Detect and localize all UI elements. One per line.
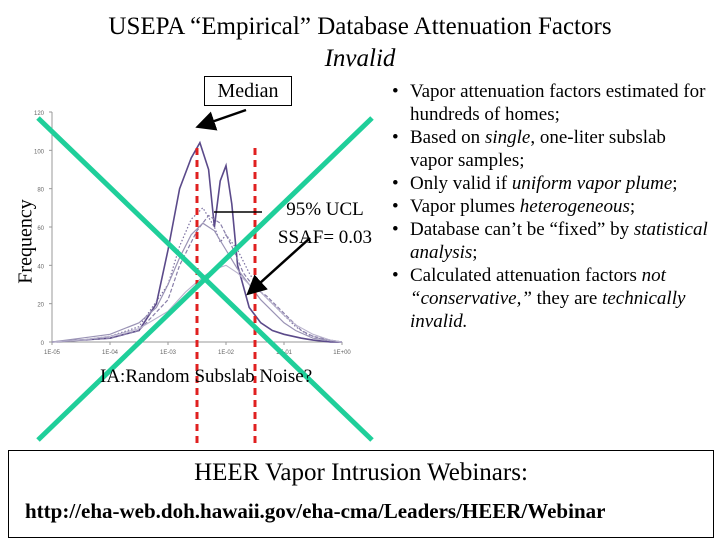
bullet-text: statistical analysis (410, 219, 708, 263)
bullet-text: ; (472, 242, 478, 263)
median-label: Median (204, 76, 292, 106)
bullet-text: , one-liter subslab vapor samples; (410, 127, 666, 171)
series-line-solid-gray (51, 222, 343, 343)
bullet-text: uniform vapor plume (511, 173, 673, 194)
bullet-text: ; (672, 173, 678, 194)
ucl-line-1: 95% UCL (286, 199, 364, 220)
bullet-item: Only valid if uniform vapor plume; (392, 172, 712, 195)
bullet-text: ; (629, 196, 636, 217)
bullet-item: Vapor plumes heterogeneous; (392, 195, 712, 218)
y-tick-label: 60 (37, 226, 44, 232)
ia-noise-label: IA:Random Subslab Noise? (100, 366, 313, 387)
bullet-text: Only valid if (410, 173, 512, 194)
y-axis-label: Frequency (14, 199, 37, 284)
footer-url: http://eha-web.doh.hawaii.gov/eha-cma/Le… (25, 499, 606, 523)
median-arrow (195, 108, 247, 131)
slide-title: USEPA “Empirical” Database Attenuation F… (108, 13, 612, 40)
y-tick-label: 40 (37, 264, 44, 270)
series-line-solid-light (51, 264, 343, 343)
bullet-item: Vapor attenuation factors estimated for … (392, 80, 712, 126)
bullet-text: they are (531, 288, 603, 309)
x-tick-label: 1E-02 (218, 350, 235, 356)
y-tick-label: 100 (34, 149, 45, 155)
bullet-text: Calculated attenuation factors (410, 265, 642, 286)
bullet-text: Based on (410, 127, 485, 148)
bullet-item: Database can’t be “fixed” by statistical… (392, 218, 712, 264)
bullet-text: single (484, 127, 531, 148)
x-tick-label: 1E-04 (102, 350, 119, 356)
x-tick-label: 1E+00 (333, 350, 351, 356)
bullet-text: heterogeneous (519, 196, 630, 217)
y-tick-label: 120 (34, 111, 45, 117)
bullet-list: Vapor attenuation factors estimated for … (392, 80, 712, 333)
cross-line-2 (36, 116, 374, 442)
x-tick-label: 1E-03 (160, 350, 177, 356)
bullet-text: technically invalid. (410, 288, 686, 332)
footer-title: HEER Vapor Intrusion Webinars: (194, 459, 528, 486)
bullet-item: Calculated attenuation factors not “cons… (392, 264, 712, 333)
bullet-text: Vapor plumes (410, 196, 520, 217)
x-tick-label: 1E-05 (44, 350, 61, 356)
ucl-line-2: SSAF= 0.03 (277, 227, 373, 248)
ucl-arrow (246, 237, 311, 296)
footer-box: HEER Vapor Intrusion Webinars: http://eh… (8, 450, 714, 538)
y-tick-label: 0 (41, 341, 45, 347)
slide-subtitle-invalid: Invalid (324, 45, 396, 72)
bullet-text: Database can’t be “fixed” by (410, 219, 634, 240)
bullet-text: not “conservative,” (410, 265, 666, 309)
bullet-item: Based on single, one-liter subslab vapor… (392, 126, 712, 172)
y-tick-label: 20 (37, 303, 44, 309)
y-tick-label: 80 (37, 188, 44, 194)
series-line-dashed (51, 214, 343, 343)
bullet-text: Vapor attenuation factors estimated for … (410, 81, 706, 125)
ucl-label: 95% UCL SSAF= 0.03 (262, 196, 388, 252)
